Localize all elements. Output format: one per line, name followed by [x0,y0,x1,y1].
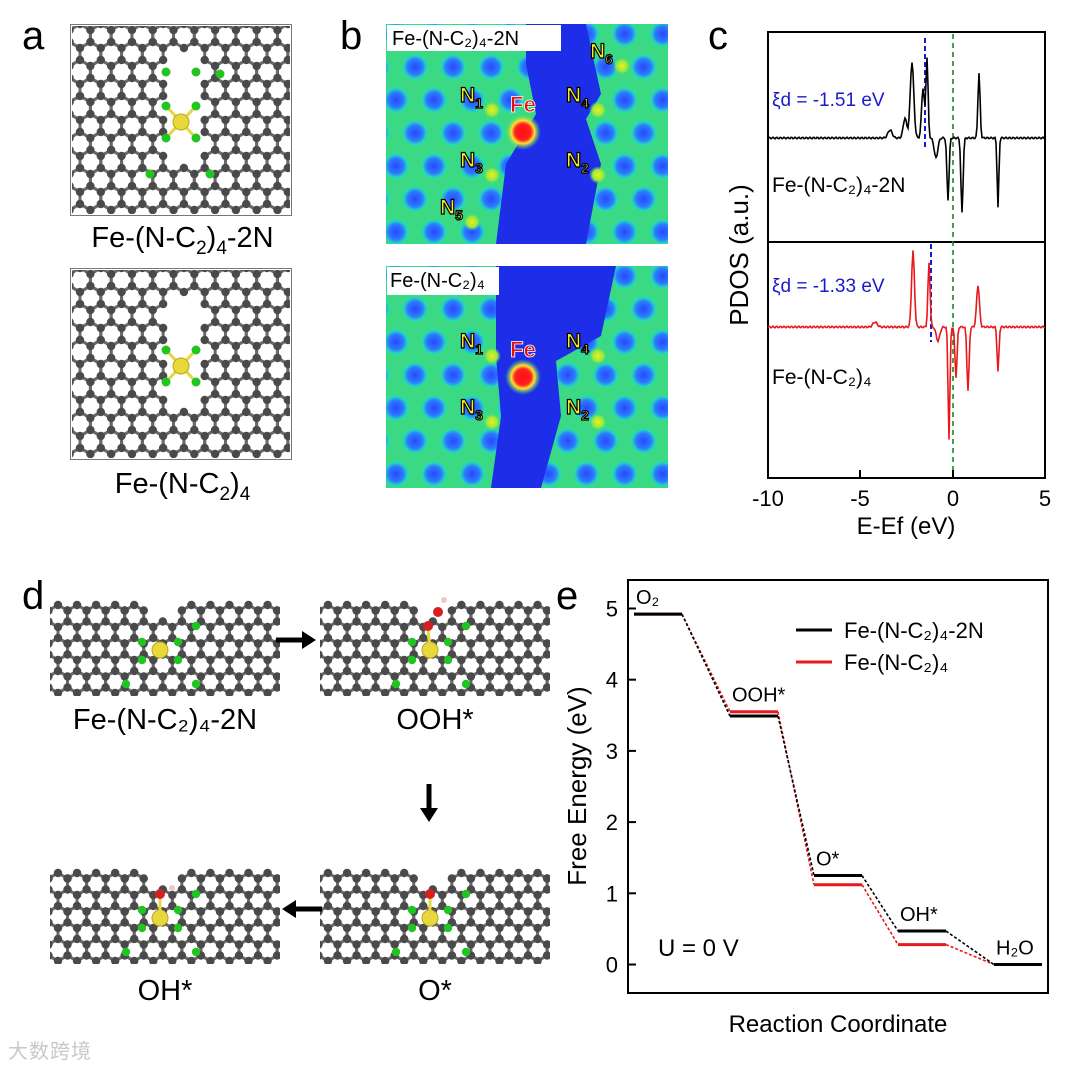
y-tick: 4 [606,668,618,693]
y-tick: 3 [606,739,618,764]
panel-c-letter: c [708,14,728,58]
category-label: O₂ [636,587,659,609]
energy-connector [681,613,731,717]
label-o: O* [418,975,452,1007]
panel-a-top-caption: Fe-(N-C2)4-2N [91,222,274,259]
panel-e-letter: e [556,574,579,618]
x-tick: -10 [752,486,784,511]
xi-top: ξd = -1.51 eV [772,90,885,111]
structure-initial [50,600,280,696]
category-label: OH* [900,904,938,926]
fe-site-label: Fe [510,337,536,362]
x-tick: 0 [947,486,959,511]
pdos-ylabel: PDOS (a.u.) [724,184,754,326]
legend-label: Fe-(N-C₂)₄-2N [844,618,984,643]
y-tick: 0 [606,953,618,978]
panel-b-letter: b [340,14,363,58]
structure-ooh [320,597,550,696]
pdos-plot: ξd = -1.51 eV Fe-(N-C₂)₄-2N ξd = -1.33 e… [724,31,1051,540]
x-tick: -5 [850,486,870,511]
energy-connector [777,715,815,876]
structure-fe-nc4 [70,268,292,460]
graphene-lattice [72,26,290,214]
y-tick: 2 [606,810,618,835]
arrow-down [420,784,438,822]
label-oh: OH* [137,975,193,1007]
energy-connector [681,613,731,713]
map-bottom-label: Fe-(N-C₂)₄ [390,270,485,292]
energy-connector [861,884,899,945]
graphene-lattice [72,270,290,458]
label-ooh: OOH* [396,704,474,736]
panel-a-letter: a [22,14,45,58]
chart-frame [627,579,1049,994]
energy-connector [861,875,899,932]
y-tick: 5 [606,596,618,621]
panel-d-letter: d [22,574,45,618]
panel-a-bottom-caption: Fe-(N-C2)4 [114,468,251,505]
category-label: H₂O [996,938,1034,960]
site-label: N1 [460,330,483,357]
structure-oh [50,868,280,964]
fe-site-label: Fe [510,92,536,117]
structure-o [320,868,550,964]
legend-label: Fe-(N-C₂)₄ [844,650,948,675]
y-tick: 1 [606,881,618,906]
map-top-label: Fe-(N-C₂)₄-2N [392,28,519,50]
pdos-curve-bottom [767,250,1046,440]
arrow-left [282,900,322,918]
category-label: OOH* [732,685,786,707]
energy-connector [777,711,815,885]
legend: Fe-(N-C₂)₄-2N Fe-(N-C₂)₄ [796,618,984,675]
site-label: N6 [590,40,613,67]
chart-ylabel: Free Energy (eV) [562,686,592,885]
xi-bottom: ξd = -1.33 eV [772,276,885,297]
pdos-top-label: Fe-(N-C₂)₄-2N [772,174,905,197]
pdos-bottom-label: Fe-(N-C₂)₄ [772,366,872,389]
watermark: 大数跨境 [8,1041,92,1063]
category-label: O* [816,849,840,871]
chart-xlabel: Reaction Coordinate [729,1011,948,1038]
arrow-right [276,631,316,649]
u-label: U = 0 V [658,935,739,962]
structure-fe-nc4-2n [70,24,292,216]
label-start: Fe-(N-C₂)₄-2N [72,704,258,736]
pdos-curve-top [767,57,1046,213]
pdos-xlabel: E-Ef (eV) [857,513,956,540]
x-tick: 5 [1039,486,1051,511]
energy-connector [945,943,995,966]
